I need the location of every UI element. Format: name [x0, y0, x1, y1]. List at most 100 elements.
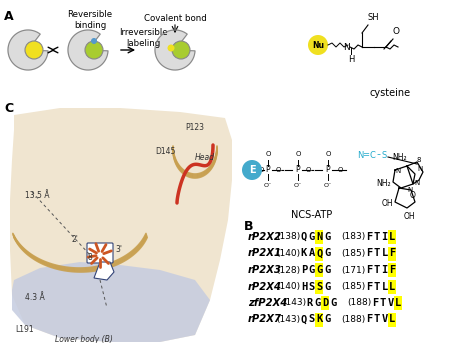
Text: Irreversible
labeling: Irreversible labeling [118, 28, 167, 48]
Text: (143): (143) [282, 298, 306, 308]
Text: L: L [389, 232, 396, 242]
Text: O: O [275, 167, 281, 173]
Text: (138): (138) [276, 233, 300, 241]
Text: (128): (128) [276, 265, 300, 274]
Text: (188): (188) [347, 298, 372, 308]
Text: F: F [372, 298, 378, 308]
Text: C: C [4, 102, 13, 115]
Circle shape [25, 41, 43, 59]
Text: S: S [309, 315, 315, 324]
Text: L: L [389, 282, 396, 292]
Text: (171): (171) [341, 265, 365, 274]
Text: F: F [366, 282, 372, 292]
Text: T: T [374, 232, 380, 242]
Text: H: H [348, 55, 354, 64]
Text: (140): (140) [276, 282, 300, 291]
Text: Covalent bond: Covalent bond [144, 14, 206, 23]
Text: C: C [369, 151, 375, 159]
Text: K: K [301, 248, 307, 259]
Text: V: V [382, 315, 388, 324]
Text: O: O [410, 190, 416, 200]
Circle shape [85, 41, 103, 59]
FancyBboxPatch shape [388, 312, 396, 327]
Text: O⁻: O⁻ [324, 183, 332, 188]
Text: 4.3 Å: 4.3 Å [25, 293, 45, 301]
Text: O⁻: O⁻ [294, 183, 302, 188]
Text: O: O [393, 27, 400, 36]
Text: N: N [343, 43, 350, 51]
Text: O: O [279, 167, 285, 173]
Text: O: O [305, 167, 310, 173]
Circle shape [91, 38, 97, 44]
Text: F: F [389, 265, 396, 275]
Text: T: T [374, 315, 380, 324]
Text: cysteine: cysteine [369, 88, 410, 98]
Text: (143): (143) [276, 315, 300, 324]
Text: (140): (140) [276, 249, 300, 258]
Text: Q: Q [301, 315, 307, 324]
Circle shape [308, 35, 328, 55]
Text: O: O [310, 167, 315, 173]
Text: Head: Head [195, 154, 215, 163]
Text: SH: SH [368, 13, 380, 22]
Polygon shape [155, 30, 195, 70]
Text: rP2X3: rP2X3 [248, 265, 282, 275]
Text: L: L [395, 298, 401, 308]
Text: L: L [389, 315, 396, 324]
Text: S: S [316, 282, 323, 292]
Text: zfP2X4: zfP2X4 [248, 298, 287, 308]
Text: N: N [357, 151, 363, 159]
FancyBboxPatch shape [315, 263, 323, 277]
Text: (185): (185) [341, 282, 365, 291]
FancyBboxPatch shape [87, 243, 113, 263]
Text: G: G [324, 282, 330, 292]
Text: O: O [325, 151, 331, 157]
Text: K: K [316, 315, 323, 324]
FancyBboxPatch shape [315, 247, 323, 260]
Text: P: P [326, 166, 330, 175]
Text: G: G [324, 265, 330, 275]
Text: F: F [366, 248, 372, 259]
Text: N: N [316, 232, 323, 242]
Text: E: E [249, 165, 255, 175]
Text: F: F [366, 232, 372, 242]
Text: N: N [395, 168, 401, 174]
Text: rP2X2: rP2X2 [248, 232, 282, 242]
Text: 8: 8 [88, 253, 93, 262]
Text: P: P [296, 166, 301, 175]
Text: rP2X7: rP2X7 [248, 315, 282, 324]
Text: =: = [363, 151, 370, 159]
Text: G: G [315, 298, 321, 308]
Text: T: T [374, 248, 380, 259]
Polygon shape [8, 30, 48, 70]
Text: A: A [309, 248, 315, 259]
Circle shape [242, 160, 262, 180]
FancyBboxPatch shape [394, 296, 402, 310]
Polygon shape [10, 108, 232, 342]
Text: I: I [382, 232, 388, 242]
Text: Q: Q [316, 248, 323, 259]
Text: F: F [366, 265, 372, 275]
Circle shape [167, 45, 174, 51]
Polygon shape [68, 30, 108, 70]
Text: V: V [388, 298, 394, 308]
Text: G: G [309, 232, 315, 242]
Text: A: A [4, 10, 14, 23]
Text: S: S [382, 151, 387, 159]
Text: O: O [265, 151, 271, 157]
Text: F: F [389, 248, 396, 259]
Text: D145: D145 [155, 147, 175, 156]
Text: OH: OH [382, 200, 393, 209]
Text: G: G [309, 265, 315, 275]
Text: O⁻: O⁻ [264, 183, 272, 188]
Text: B: B [244, 220, 254, 233]
Text: 2': 2' [72, 236, 79, 245]
Text: P123: P123 [185, 122, 204, 131]
Text: G: G [324, 248, 330, 259]
Text: NCS-ATP: NCS-ATP [292, 210, 333, 220]
Text: -: - [376, 149, 380, 159]
FancyBboxPatch shape [315, 280, 323, 294]
Text: T: T [374, 282, 380, 292]
Text: T: T [380, 298, 386, 308]
Text: rP2X4: rP2X4 [248, 282, 282, 292]
